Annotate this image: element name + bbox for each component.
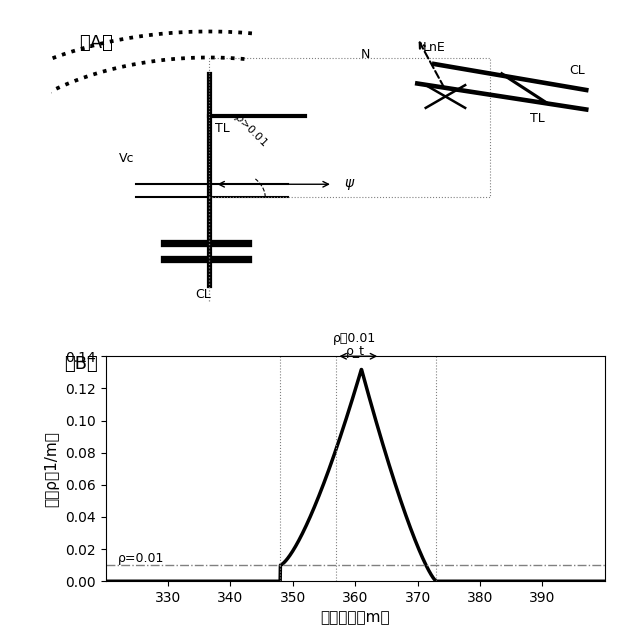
Text: ρ=0.01: ρ=0.01 <box>118 552 164 565</box>
Text: CL: CL <box>195 288 211 301</box>
Text: （B）: （B） <box>64 355 98 372</box>
Text: TL: TL <box>214 122 229 135</box>
Text: $\psi$: $\psi$ <box>344 177 355 192</box>
Text: TL: TL <box>530 112 545 126</box>
Text: N: N <box>361 48 371 61</box>
Text: ρ_t: ρ_t <box>346 344 365 357</box>
Text: LnE: LnE <box>423 41 445 54</box>
Y-axis label: 曲率ρ［1/m］: 曲率ρ［1/m］ <box>45 431 60 507</box>
Text: Vc: Vc <box>119 151 134 164</box>
Text: ρ＞0.01: ρ＞0.01 <box>333 332 376 345</box>
X-axis label: 走路距離［m］: 走路距離［m］ <box>321 611 390 625</box>
Text: CL: CL <box>570 64 585 77</box>
Text: （A）: （A） <box>79 34 113 52</box>
Text: $\rho$>0.01: $\rho$>0.01 <box>232 109 271 149</box>
